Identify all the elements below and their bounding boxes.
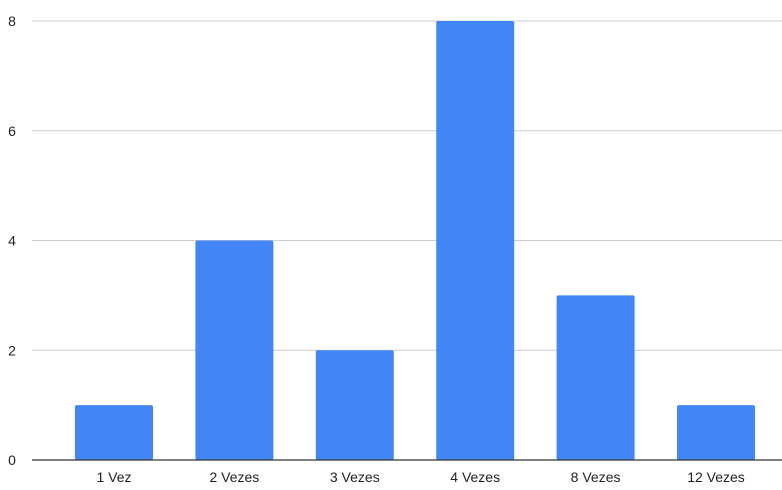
bar — [315, 350, 394, 461]
bar — [195, 240, 274, 460]
bar — [556, 295, 635, 460]
x-tick-label: 2 Vezes — [209, 469, 259, 485]
y-tick-label: 2 — [8, 342, 16, 358]
bar — [436, 21, 515, 460]
y-tick-label: 6 — [8, 123, 16, 139]
bar — [677, 405, 755, 460]
y-tick-label: 0 — [8, 452, 16, 468]
x-tick-label: 12 Vezes — [687, 469, 745, 485]
x-tick-label: 3 Vezes — [330, 469, 380, 485]
x-tick-labels: 1 Vez 2 Vezes 3 Vezes 4 Vezes 8 Vezes 12 Veze… — [96, 469, 744, 485]
gridlines — [32, 20, 782, 351]
y-tick-label: 8 — [8, 13, 16, 29]
bar — [75, 405, 153, 460]
x-tick-label: 1 Vez — [96, 469, 131, 485]
x-tick-label: 4 Vezes — [450, 469, 500, 485]
y-tick-label: 4 — [8, 233, 16, 249]
y-tick-labels: 0 2 4 6 8 — [8, 13, 16, 468]
x-tick-label: 8 Vezes — [571, 469, 621, 485]
bars — [75, 21, 755, 461]
